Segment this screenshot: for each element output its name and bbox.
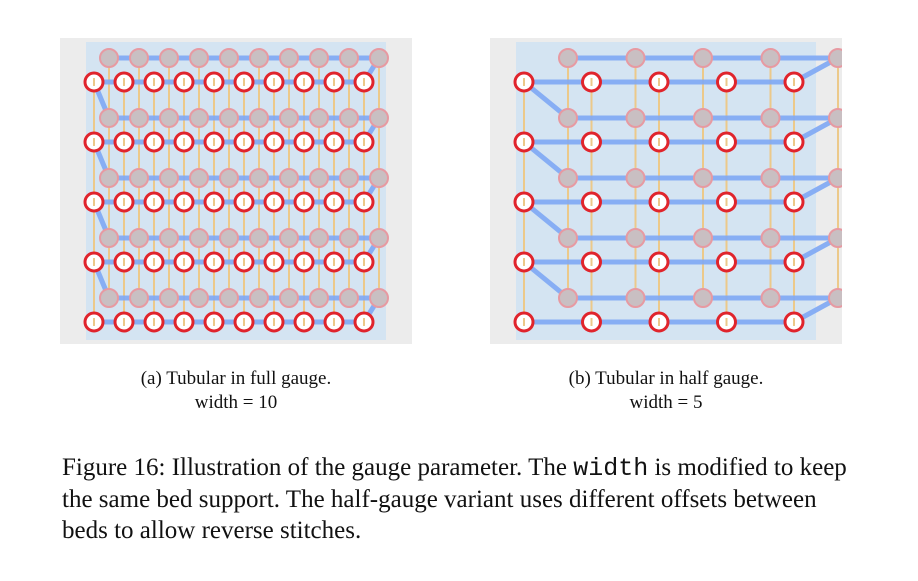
back-bed-stitch [339,168,359,188]
back-bed-stitch [99,108,119,128]
back-bed-stitch [693,168,713,188]
back-bed-stitch [159,228,179,248]
back-bed-stitch [369,288,389,308]
back-bed-stitch [219,48,239,68]
back-bed-stitch [159,288,179,308]
back-bed-stitch [760,168,781,188]
subfigure-a-title: (a) Tubular in full gauge. [140,368,332,389]
back-bed-stitch [279,48,299,68]
back-bed-stitch [339,108,359,128]
back-bed-stitch [249,168,269,188]
back-bed-stitch [309,228,329,248]
back-bed-stitch [159,108,179,128]
back-bed-stitch [99,168,119,188]
back-bed-stitch [760,108,781,128]
subfigure-b-caption: (b) Tubular in half gauge. width = 5 [490,367,842,415]
back-bed-stitch [99,228,119,248]
back-bed-stitch [828,168,842,188]
back-bed-stitch [219,288,239,308]
back-bed-stitch [339,288,359,308]
back-bed-stitch [279,228,299,248]
back-bed-stitch [309,108,329,128]
back-bed-stitch [219,108,239,128]
back-bed-stitch [279,288,299,308]
back-bed-stitch [693,108,713,128]
subfigure-b-title: (b) Tubular in half gauge. [568,368,764,389]
back-bed-stitch [309,288,329,308]
back-bed-stitch [369,48,389,68]
back-bed-stitch [159,168,179,188]
back-bed-stitch [828,228,842,248]
back-bed-stitch [625,228,646,248]
back-bed-stitch [693,48,713,68]
back-bed-stitch [99,48,119,68]
caption-text-start: Figure 16: Illustration of the gauge par… [62,454,574,481]
back-bed-stitch [279,168,299,188]
back-bed-stitch [625,48,646,68]
back-bed-stitch [369,108,389,128]
back-bed-stitch [129,288,149,308]
back-bed-stitch [369,168,389,188]
back-bed-stitch [693,228,713,248]
back-bed-stitch [129,168,149,188]
back-bed-stitch [369,228,389,248]
back-bed-stitch [309,48,329,68]
subfigure-a-caption: (a) Tubular in full gauge. width = 10 [60,367,412,415]
back-bed-stitch [828,108,842,128]
back-bed-stitch [625,288,646,308]
back-bed-stitch [339,48,359,68]
back-bed-stitch [558,288,578,308]
back-bed-stitch [189,108,209,128]
figure-caption: Figure 16: Illustration of the gauge par… [62,452,862,546]
back-bed-stitch [558,228,578,248]
back-bed-stitch [693,288,713,308]
back-bed-stitch [828,48,842,68]
back-bed-stitch [558,48,578,68]
back-bed-stitch [189,168,209,188]
back-bed-stitch [219,168,239,188]
back-bed-stitch [159,48,179,68]
back-bed-stitch [249,288,269,308]
tubular-half-gauge-diagram [490,38,842,344]
back-bed-stitch [558,168,578,188]
back-bed-stitch [279,108,299,128]
back-bed-stitch [249,48,269,68]
back-bed-stitch [129,48,149,68]
back-bed-stitch [625,108,646,128]
back-bed-stitch [625,168,646,188]
back-bed-stitch [129,228,149,248]
back-bed-stitch [189,288,209,308]
back-bed-stitch [309,168,329,188]
back-bed-stitch [558,108,578,128]
back-bed-stitch [760,48,781,68]
subfigure-a-width: width = 10 [194,392,278,413]
back-bed-stitch [249,108,269,128]
subfigure-b-diagram [490,38,842,344]
back-bed-stitch [760,288,781,308]
back-bed-stitch [828,288,842,308]
back-bed-stitch [189,48,209,68]
back-bed-stitch [189,228,209,248]
back-bed-stitch [249,228,269,248]
subfigure-b-width: width = 5 [629,392,703,413]
back-bed-stitch [760,228,781,248]
back-bed-stitch [99,288,119,308]
caption-code-width: width [573,454,649,483]
back-bed-stitch [339,228,359,248]
back-bed-stitch [129,108,149,128]
tubular-full-gauge-diagram [60,38,412,344]
caption-text-end: is modified to keep the same bed support… [62,454,847,544]
subfigure-a-diagram [60,38,412,344]
back-bed-stitch [219,228,239,248]
